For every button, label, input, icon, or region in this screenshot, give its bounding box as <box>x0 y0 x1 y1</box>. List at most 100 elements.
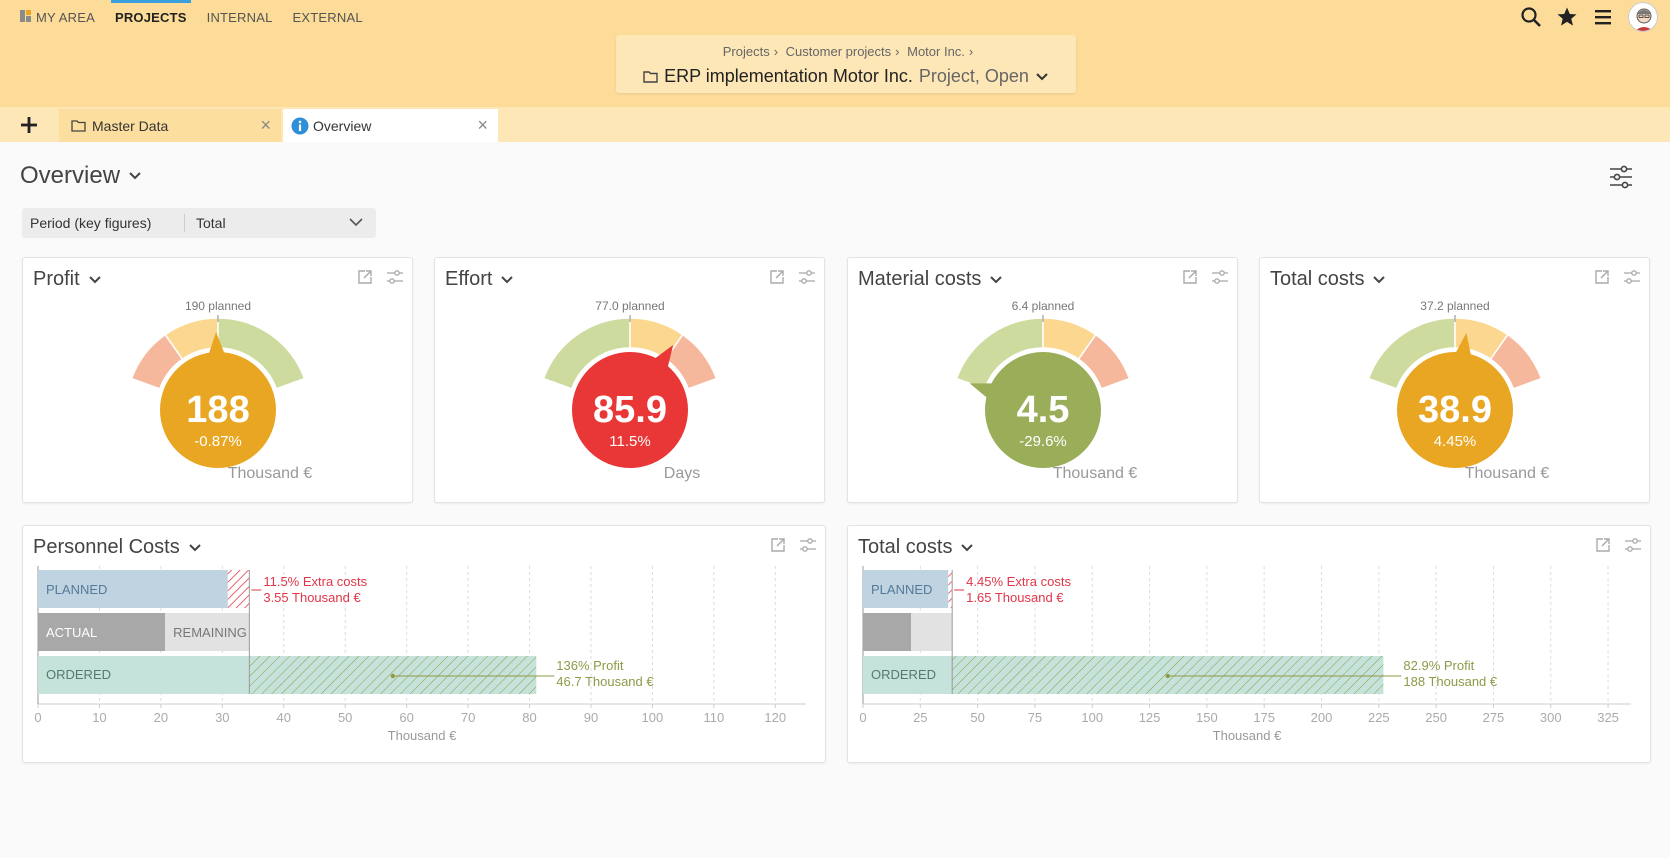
page-title[interactable]: Overview <box>20 162 142 190</box>
x-tick-label: 110 <box>703 710 724 725</box>
kpi-delta: 11.5% <box>609 433 650 450</box>
bar-card-total-costs: Total costs 0 25 50 75 100 125 150 175 200 225 250 2… <box>847 525 1651 763</box>
x-tick-label: 175 <box>1253 710 1275 725</box>
user-avatar[interactable] <box>1628 2 1658 32</box>
nav-internal[interactable]: INTERNAL <box>207 0 273 34</box>
nav-external[interactable]: EXTERNAL <box>293 0 363 34</box>
settings-sliders-icon[interactable] <box>1623 268 1641 286</box>
period-value: Total <box>196 215 226 231</box>
gauge-arc-green <box>217 317 306 390</box>
chevron-down-icon <box>1373 275 1386 283</box>
card-actions <box>356 268 404 286</box>
open-external-icon[interactable] <box>1593 268 1611 286</box>
card-actions <box>1593 268 1641 286</box>
breadcrumb-item[interactable]: Customer projects <box>785 44 892 59</box>
close-icon[interactable]: × <box>477 115 488 135</box>
star-icon[interactable] <box>1556 6 1578 28</box>
close-icon[interactable]: × <box>260 115 271 135</box>
planned-label: 6.4 planned <box>1012 299 1075 313</box>
ordered-bar <box>863 656 953 694</box>
tab-master-data[interactable]: Master Data × <box>59 109 281 142</box>
x-tick-label: 60 <box>399 710 413 725</box>
open-external-icon[interactable] <box>769 536 787 554</box>
planned-bar-label: PLANNED <box>46 582 107 597</box>
open-external-icon[interactable] <box>1181 268 1199 286</box>
add-tab-button[interactable] <box>14 112 44 138</box>
kpi-delta: -0.87% <box>194 433 242 450</box>
gauge-arc-red <box>664 333 718 390</box>
top-header: MY AREA PROJECTS INTERNAL EXTERNAL Proje… <box>0 0 1670 107</box>
x-tick-label: 75 <box>1028 710 1042 725</box>
open-external-icon[interactable] <box>1594 536 1612 554</box>
x-tick-label: 275 <box>1483 710 1505 725</box>
x-tick-label: 40 <box>277 710 291 725</box>
chevron-down-icon <box>129 172 141 180</box>
extra-costs-bar <box>227 570 250 608</box>
x-tick-label: 120 <box>764 710 786 725</box>
card-actions <box>1594 536 1642 554</box>
profit-pointer-dot <box>1165 673 1170 679</box>
kpi-gauge: 77.0 planned 85.9 11.5% Days <box>542 299 718 482</box>
kpi-unit: Thousand € <box>228 465 313 482</box>
x-tick-label: 30 <box>215 710 229 725</box>
settings-sliders-icon[interactable] <box>1211 268 1229 286</box>
x-tick-label: 0 <box>34 710 41 725</box>
avatar-image <box>1635 8 1653 31</box>
kpi-card-material-costs: Material costs 6.4 planned 4.5 -29.6% Thousa… <box>847 257 1238 503</box>
actual-bar-label: ACTUAL <box>46 625 97 640</box>
kpi-gauge: 37.2 planned 38.9 4.45% Thousand € <box>1367 299 1549 482</box>
x-tick-label: 80 <box>522 710 536 725</box>
x-tick-label: 250 <box>1425 710 1447 725</box>
kpi-delta: -29.6% <box>1019 433 1067 450</box>
nav-my-area[interactable]: MY AREA <box>20 0 95 34</box>
card-title[interactable]: Effort <box>445 268 514 291</box>
x-tick-label: 100 <box>642 710 664 725</box>
period-select[interactable]: Period (key figures) Total <box>22 208 376 238</box>
dashboard-icon <box>20 10 31 22</box>
settings-sliders-icon[interactable] <box>799 536 817 554</box>
object-title-row[interactable]: ERP implementation Motor Inc. Project, O… <box>616 66 1076 87</box>
card-title[interactable]: Material costs <box>858 268 1003 291</box>
nav-label: EXTERNAL <box>292 9 363 25</box>
ordered-bar <box>38 656 250 694</box>
remaining-bar-label: REMAINING <box>173 625 247 640</box>
breadcrumb-item[interactable]: Motor Inc. <box>907 44 965 59</box>
extra-costs-percent: 11.5% Extra costs <box>263 574 367 589</box>
card-actions <box>768 268 816 286</box>
settings-sliders-icon[interactable] <box>386 268 404 286</box>
kpi-gauge: 6.4 planned 4.5 -29.6% Thousand € <box>955 299 1137 482</box>
breadcrumb-item[interactable]: Projects <box>722 44 770 59</box>
bar-chart: 0 25 50 75 100 125 150 175 200 225 250 275 300 325 Tho… <box>859 566 1631 743</box>
kpi-value: 38.9 <box>1418 389 1492 431</box>
info-icon <box>291 117 309 134</box>
card-actions <box>769 536 817 554</box>
profit-amount: 46.7 Thousand € <box>556 674 654 689</box>
extra-costs-bar <box>948 570 953 608</box>
filter-settings-icon[interactable] <box>1608 164 1634 190</box>
menu-icon[interactable] <box>1592 6 1614 28</box>
search-icon[interactable] <box>1520 6 1542 28</box>
profit-pointer-dot <box>390 673 396 679</box>
folder-icon <box>643 71 658 83</box>
tab-overview[interactable]: Overview × <box>283 109 498 142</box>
card-title[interactable]: Profit <box>33 268 102 291</box>
kpi-unit: Days <box>664 465 700 482</box>
open-external-icon[interactable] <box>356 268 374 286</box>
profit-amount: 188 Thousand € <box>1403 674 1497 689</box>
settings-sliders-icon[interactable] <box>798 268 816 286</box>
card-title[interactable]: Total costs <box>1270 268 1386 291</box>
bar-card-personnel-costs: Personnel Costs 0 10 20 30 40 50 60 70 80 90 100 110… <box>22 525 826 763</box>
x-tick-label: 50 <box>338 710 352 725</box>
x-tick-label: 225 <box>1368 710 1390 725</box>
object-header: Projects › Customer projects › Motor Inc. ›… <box>616 35 1076 93</box>
x-tick-label: 90 <box>584 710 598 725</box>
card-actions <box>1181 268 1229 286</box>
settings-sliders-icon[interactable] <box>1624 536 1642 554</box>
x-axis-label: Thousand € <box>388 728 457 743</box>
nav-projects[interactable]: PROJECTS <box>110 0 191 34</box>
gauge-status-circle <box>1397 352 1513 468</box>
card-title[interactable]: Personnel Costs <box>33 536 202 559</box>
open-external-icon[interactable] <box>768 268 786 286</box>
planned-bar <box>38 570 228 608</box>
card-title[interactable]: Total costs <box>858 536 974 559</box>
